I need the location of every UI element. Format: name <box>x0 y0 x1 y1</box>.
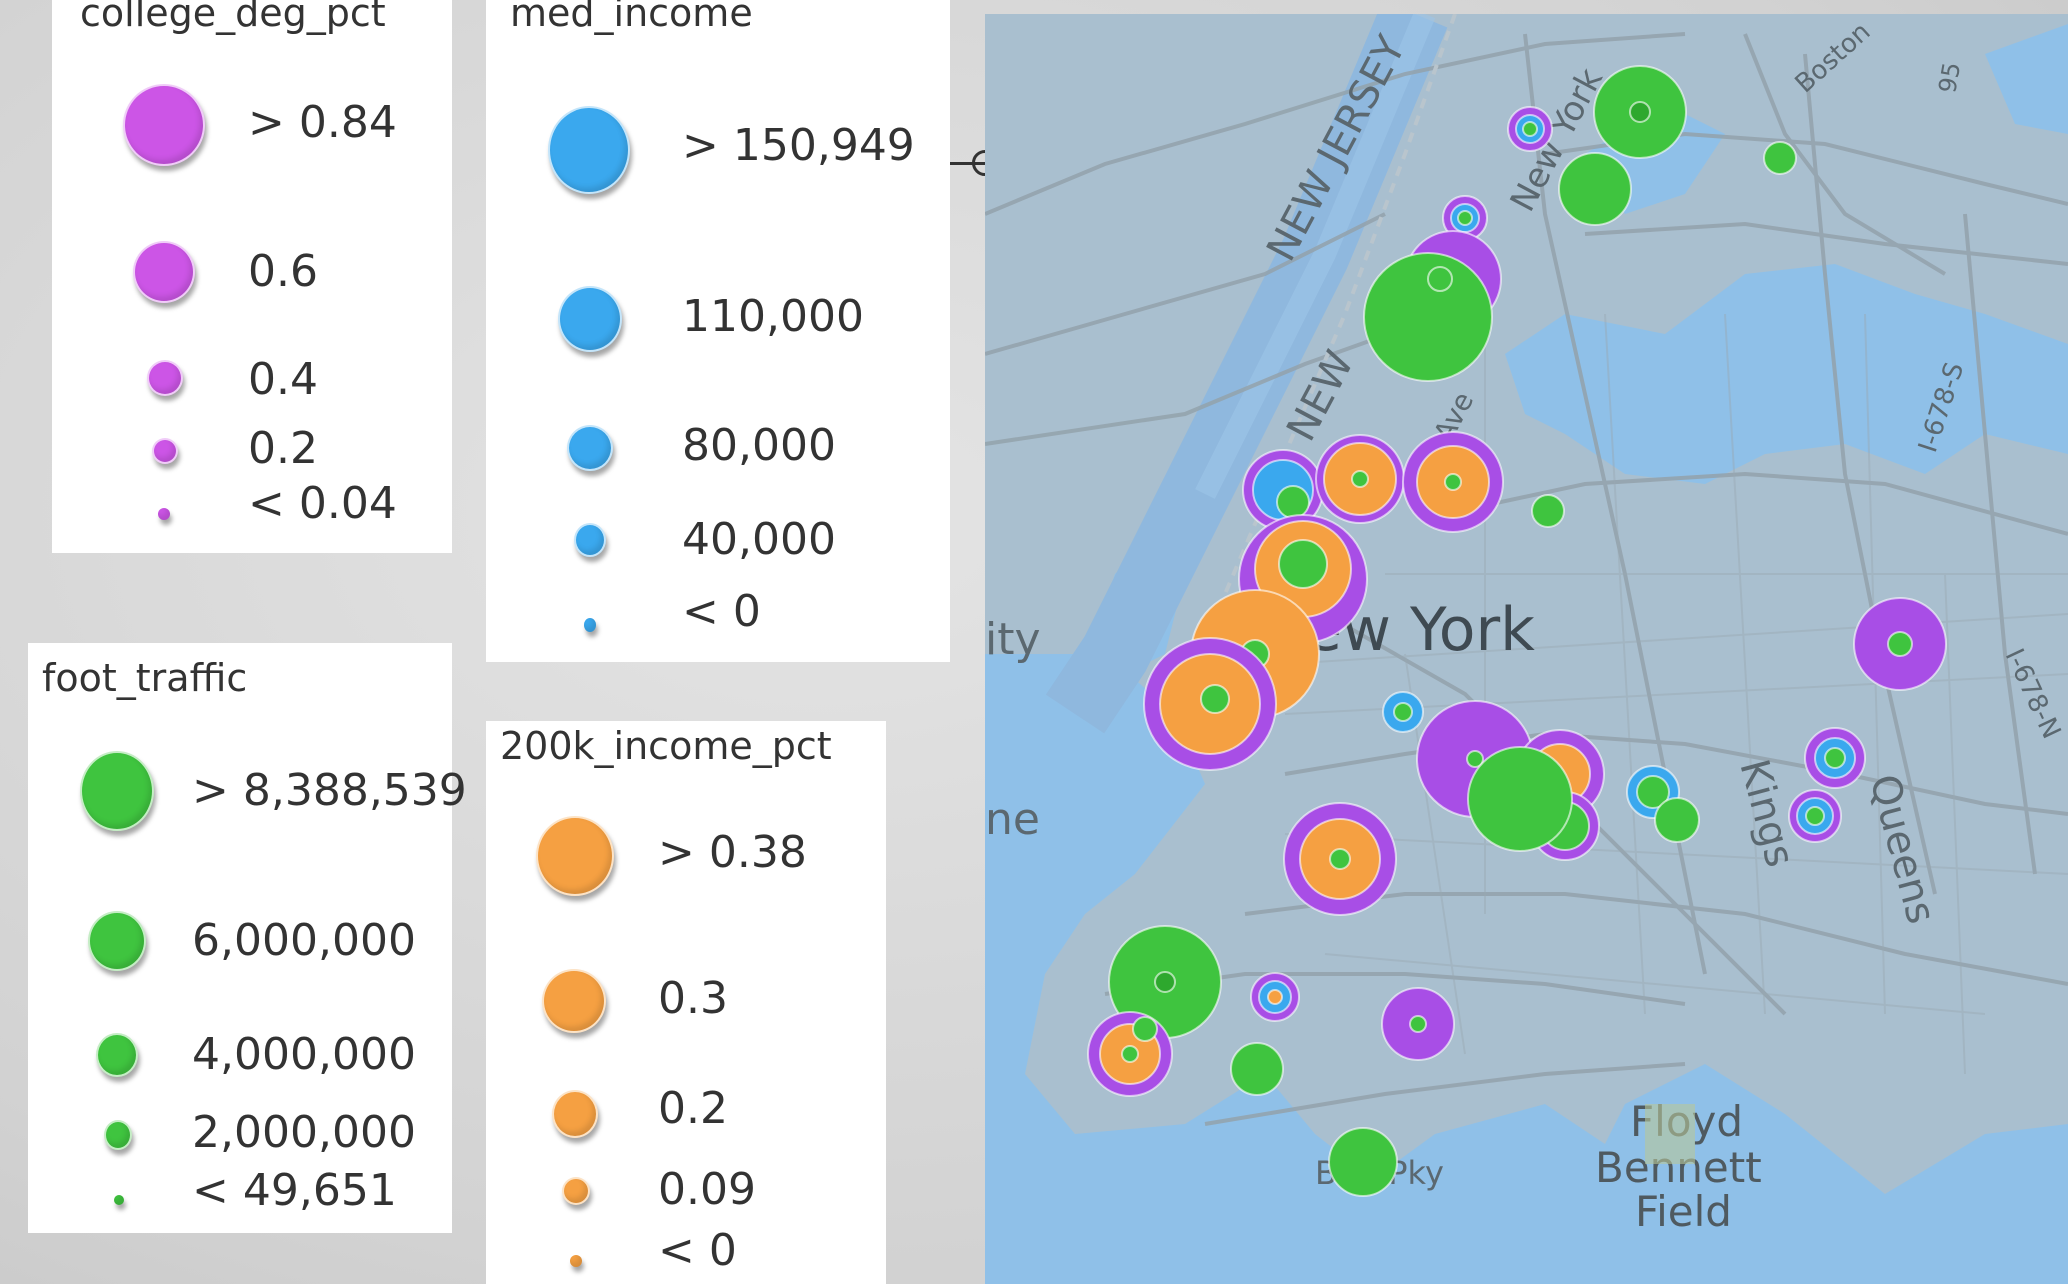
legend-label: > 0.38 <box>658 827 807 878</box>
legend-bubble-200k-4 <box>562 1177 590 1205</box>
legend-label: < 0.04 <box>248 478 397 529</box>
map-roads <box>985 32 2068 1126</box>
legend-title: med_income <box>510 0 753 35</box>
legend-label: 0.4 <box>248 354 318 405</box>
legend-bubble-income-5 <box>584 618 596 632</box>
legend-label: > 8,388,539 <box>192 765 467 816</box>
legend-title: foot_traffic <box>42 656 248 700</box>
legend-label: 40,000 <box>682 514 836 565</box>
legend-label: < 0 <box>658 1225 737 1276</box>
legend-bubble-income-4 <box>574 523 606 557</box>
legend-label: 80,000 <box>682 420 836 471</box>
legend-label: 0.2 <box>658 1083 728 1134</box>
bubble-cluster-16 <box>1382 691 1424 733</box>
legend-bubble-200k-2 <box>542 969 606 1033</box>
bubble-cluster-24 <box>1788 789 1842 843</box>
legend-bubble-income-2 <box>558 286 622 352</box>
legend-label: < 49,651 <box>192 1165 397 1216</box>
bubble-cluster-27 <box>1250 972 1300 1022</box>
legend-label: 2,000,000 <box>192 1107 416 1158</box>
map-label-field: Field <box>1635 1187 1732 1236</box>
bubble-cluster-25 <box>1108 925 1222 1039</box>
legend-bubble-foot-1 <box>80 751 154 831</box>
legend-label: 110,000 <box>682 291 864 342</box>
legend-bubble-foot-3 <box>96 1033 138 1077</box>
legend-bubble-college-3 <box>147 360 183 396</box>
legend-college-deg-pct: college_deg_pct > 0.84 0.6 0.4 0.2 < 0.0… <box>52 0 452 553</box>
bubble-cluster-28 <box>1230 1042 1284 1096</box>
bubble-cluster-26 <box>1087 1011 1173 1097</box>
legend-label: 0.2 <box>248 423 318 474</box>
map-bubbles <box>1087 65 1947 1197</box>
legend-bubble-foot-2 <box>88 911 146 971</box>
bubble-cluster-1 <box>1593 65 1687 159</box>
bubble-cluster-10 <box>1531 494 1565 528</box>
bubble-cluster-22 <box>1654 797 1700 843</box>
bubble-cluster-29 <box>1381 987 1455 1061</box>
bubble-cluster-13 <box>1143 637 1277 771</box>
legend-label: > 0.84 <box>248 97 397 148</box>
map-label-ne: ne <box>985 794 1040 845</box>
legend-bubble-college-2 <box>133 241 195 303</box>
legend-bubble-200k-5 <box>570 1255 582 1267</box>
legend-title: college_deg_pct <box>80 0 386 35</box>
legend-label: 0.09 <box>658 1164 756 1215</box>
legend-foot-traffic: foot_traffic > 8,388,539 6,000,000 4,000… <box>28 643 467 1233</box>
park-area <box>1645 1104 1695 1164</box>
legend-bubble-college-5 <box>158 508 170 520</box>
legend-bubble-foot-5 <box>114 1195 124 1205</box>
legend-label: 4,000,000 <box>192 1029 416 1080</box>
legend-bubble-200k-1 <box>536 816 614 896</box>
bubble-cluster-20 <box>1283 802 1397 916</box>
bubble-cluster-2 <box>1507 106 1553 152</box>
legend-bubble-income-3 <box>567 425 613 471</box>
legend-label: > 150,949 <box>682 120 915 171</box>
legend-title: 200k_income_pct <box>500 724 832 768</box>
legend-bubble-college-4 <box>152 438 178 464</box>
legend-bubble-college-1 <box>123 84 205 166</box>
legend-label: 0.3 <box>658 973 728 1024</box>
map-view[interactable]: NEW JERSEY NEW New York Ave Boston 95 I-… <box>985 14 2068 1284</box>
legend-label: < 0 <box>682 586 761 637</box>
bubble-cluster-30 <box>1328 1127 1398 1197</box>
bubble-cluster-14 <box>1853 597 1947 691</box>
legend-bubble-foot-4 <box>104 1120 132 1150</box>
connector-line <box>950 162 986 165</box>
legend-bubble-200k-3 <box>552 1090 598 1138</box>
bubble-cluster-7 <box>1242 449 1324 531</box>
legend-med-income: med_income > 150,949 110,000 80,000 40,0… <box>486 0 950 662</box>
bubble-cluster-3 <box>1763 141 1797 175</box>
bubble-cluster-9 <box>1402 431 1504 533</box>
bubble-cluster-8 <box>1315 434 1405 524</box>
legend-label: 0.6 <box>248 246 318 297</box>
legend-200k-income-pct: 200k_income_pct > 0.38 0.3 0.2 0.09 < 0 <box>486 721 886 1284</box>
bubble-cluster-23 <box>1804 727 1866 789</box>
legend-bubble-income-1 <box>548 106 630 194</box>
bubble-cluster-19 <box>1467 746 1573 852</box>
bubble-cluster-6 <box>1363 230 1502 382</box>
bubble-cluster-11 <box>1238 514 1368 644</box>
bubble-cluster-4 <box>1558 152 1632 226</box>
map-label-route-95: 95 <box>1933 60 1966 95</box>
map-label-city: ity <box>985 614 1041 665</box>
legend-label: 6,000,000 <box>192 915 416 966</box>
